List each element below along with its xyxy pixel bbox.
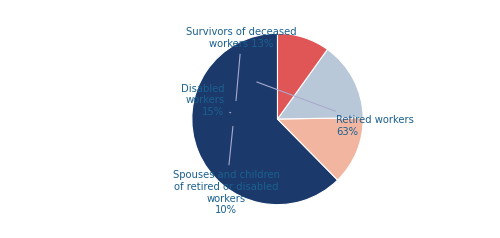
Wedge shape (192, 33, 338, 205)
Text: Retired workers
63%: Retired workers 63% (257, 82, 414, 137)
Text: Disabled
workers
15%: Disabled workers 15% (181, 84, 230, 117)
Wedge shape (278, 118, 363, 180)
Text: Survivors of deceased
workers 13%: Survivors of deceased workers 13% (186, 27, 297, 101)
Wedge shape (278, 49, 363, 119)
Wedge shape (278, 33, 328, 119)
Text: Spouses and children
of retired or disabled
workers
10%: Spouses and children of retired or disab… (172, 126, 280, 215)
